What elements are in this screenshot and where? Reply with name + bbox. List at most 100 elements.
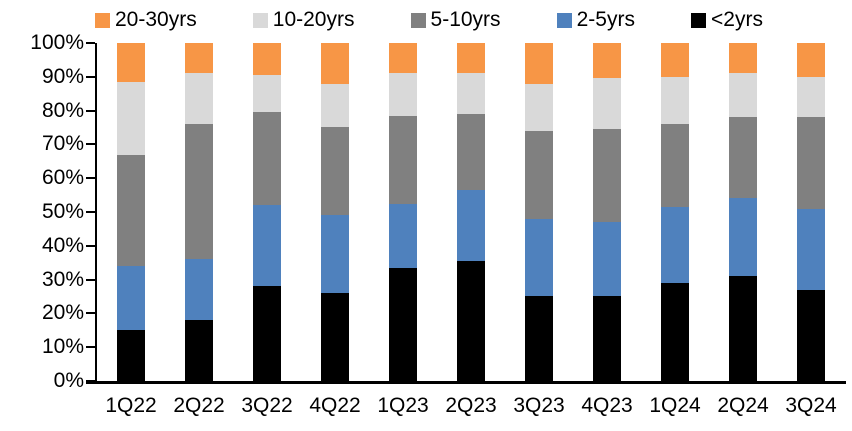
x-axis-label-1q22: 1Q22 bbox=[105, 394, 157, 417]
bar-segment-2q24-10-20yrs bbox=[729, 73, 757, 118]
x-axis-label-1q24: 1Q24 bbox=[649, 394, 701, 417]
bar-segment-3q23-2yrs bbox=[525, 296, 553, 381]
y-axis-tick-80 bbox=[86, 109, 95, 112]
bar-segment-4q22-2-5yrs bbox=[321, 215, 349, 294]
bar-segment-4q22-5-10yrs bbox=[321, 127, 349, 216]
legend-label-2-5yrs: 2-5yrs bbox=[576, 8, 635, 31]
legend: 20-30yrs 10-20yrs 5-10yrs 2-5yrs <2yrs bbox=[95, 6, 763, 34]
y-axis-tick-10 bbox=[86, 346, 95, 349]
bar-segment-2q23-10-20yrs bbox=[457, 73, 485, 114]
y-axis-tick-label-30: 30% bbox=[41, 267, 84, 291]
y-axis-tick-label-80: 80% bbox=[41, 98, 84, 122]
bar-segment-3q23-10-20yrs bbox=[525, 83, 553, 131]
bar-segment-2q23-5-10yrs bbox=[457, 113, 485, 190]
bar-segment-2q22-5-10yrs bbox=[185, 124, 213, 260]
bar-segment-2q22-2yrs bbox=[185, 320, 213, 381]
bar-segment-3q24-5-10yrs bbox=[797, 117, 825, 209]
legend-swatch-10-20yrs-icon bbox=[252, 12, 268, 28]
bar-3q22 bbox=[253, 43, 281, 381]
bar-segment-3q22-2yrs bbox=[253, 286, 281, 381]
bar-segment-1q23-2yrs bbox=[389, 267, 417, 381]
legend-swatch-20-30yrs-icon bbox=[95, 12, 110, 28]
bar-segment-2q24-2-5yrs bbox=[729, 198, 757, 277]
bar-segment-1q22-5-10yrs bbox=[117, 154, 145, 267]
bar-segment-1q22-20-30yrs bbox=[117, 43, 145, 82]
bar-segment-3q22-20-30yrs bbox=[253, 43, 281, 76]
plot-area bbox=[97, 43, 845, 381]
bar-segment-3q23-20-30yrs bbox=[525, 43, 553, 84]
bar-segment-2q22-20-30yrs bbox=[185, 43, 213, 74]
y-axis-tick-30 bbox=[86, 278, 95, 281]
legend-item-20-30yrs: 20-30yrs bbox=[95, 8, 197, 32]
bar-4q23 bbox=[593, 43, 621, 381]
bar-4q22 bbox=[321, 43, 349, 381]
y-axis-tick-label-50: 50% bbox=[41, 200, 84, 223]
bar-segment-1q22-10-20yrs bbox=[117, 81, 145, 155]
y-axis-tick-label-40: 40% bbox=[41, 233, 84, 257]
bar-segment-3q22-2-5yrs bbox=[253, 205, 281, 287]
bar-segment-2q22-2-5yrs bbox=[185, 259, 213, 321]
bar-segment-4q23-2-5yrs bbox=[593, 222, 621, 297]
bar-segment-4q22-10-20yrs bbox=[321, 83, 349, 128]
legend-label-20-30yrs: 20-30yrs bbox=[115, 8, 197, 31]
x-axis-label-1q23: 1Q23 bbox=[377, 394, 429, 417]
bar-segment-4q23-20-30yrs bbox=[593, 43, 621, 79]
y-axis-tick-label-0: 0% bbox=[53, 369, 84, 392]
bar-segment-1q24-2yrs bbox=[661, 282, 689, 381]
bar-segment-2q23-20-30yrs bbox=[457, 43, 485, 74]
bar-column-3q24 bbox=[777, 43, 845, 381]
legend-item-2-5yrs: 2-5yrs bbox=[556, 8, 635, 32]
bar-segment-3q24-10-20yrs bbox=[797, 76, 825, 118]
y-axis-tick-60 bbox=[86, 177, 95, 180]
bar-1q24 bbox=[661, 43, 689, 381]
bar-segment-1q24-2-5yrs bbox=[661, 206, 689, 283]
bar-1q22 bbox=[117, 43, 145, 381]
bar-segment-3q24-2yrs bbox=[797, 289, 825, 381]
legend-item-2yrs: <2yrs bbox=[691, 8, 763, 32]
bar-2q23 bbox=[457, 43, 485, 381]
y-axis-tick-label-20: 20% bbox=[41, 301, 84, 325]
bar-segment-3q22-5-10yrs bbox=[253, 112, 281, 206]
bar-segment-4q22-20-30yrs bbox=[321, 43, 349, 84]
x-axis-label-2q22: 2Q22 bbox=[173, 394, 225, 417]
legend-swatch-2yrs-icon bbox=[691, 12, 707, 28]
x-axis-label-3q24: 3Q24 bbox=[785, 394, 837, 417]
bar-segment-1q24-10-20yrs bbox=[661, 76, 689, 125]
bar-segment-4q22-2yrs bbox=[321, 293, 349, 381]
bar-segment-4q23-5-10yrs bbox=[593, 129, 621, 223]
x-axis-label-4q23: 4Q23 bbox=[581, 394, 633, 417]
y-axis-tick-100 bbox=[86, 42, 95, 44]
bar-1q23 bbox=[389, 43, 417, 381]
bar-column-1q24 bbox=[641, 43, 709, 381]
bar-column-4q22 bbox=[301, 43, 369, 381]
bar-segment-2q24-20-30yrs bbox=[729, 43, 757, 74]
bar-segment-3q24-2-5yrs bbox=[797, 208, 825, 290]
bar-segment-3q22-10-20yrs bbox=[253, 75, 281, 113]
legend-label-5-10yrs: 5-10yrs bbox=[430, 8, 501, 31]
bar-segment-3q23-5-10yrs bbox=[525, 130, 553, 219]
bar-segment-2q23-2yrs bbox=[457, 260, 485, 381]
bar-column-1q23 bbox=[369, 43, 437, 381]
bar-segment-3q23-2-5yrs bbox=[525, 218, 553, 297]
bar-segment-1q22-2yrs bbox=[117, 330, 145, 381]
bar-segment-1q23-10-20yrs bbox=[389, 73, 417, 116]
bar-segment-2q22-10-20yrs bbox=[185, 73, 213, 125]
bar-segment-1q24-5-10yrs bbox=[661, 124, 689, 207]
y-axis-tick-70 bbox=[86, 143, 95, 146]
legend-item-5-10yrs: 5-10yrs bbox=[410, 8, 501, 32]
y-axis-tick-label-100: 100% bbox=[30, 31, 84, 54]
y-axis-tick-50 bbox=[86, 211, 95, 213]
y-axis-tick-20 bbox=[86, 312, 95, 315]
legend-label-10-20yrs: 10-20yrs bbox=[272, 8, 355, 31]
x-axis-line bbox=[86, 381, 846, 384]
legend-label-2yrs: <2yrs bbox=[711, 8, 763, 31]
x-axis-label-4q22: 4Q22 bbox=[309, 394, 361, 417]
bar-segment-1q24-20-30yrs bbox=[661, 43, 689, 77]
y-axis-tick-label-10: 10% bbox=[41, 335, 84, 359]
x-axis-label-3q23: 3Q23 bbox=[513, 394, 565, 417]
legend-item-10-20yrs: 10-20yrs bbox=[252, 8, 355, 32]
y-axis-line bbox=[95, 43, 97, 381]
bar-segment-1q22-2-5yrs bbox=[117, 266, 145, 331]
y-axis-tick-label-60: 60% bbox=[41, 166, 84, 190]
